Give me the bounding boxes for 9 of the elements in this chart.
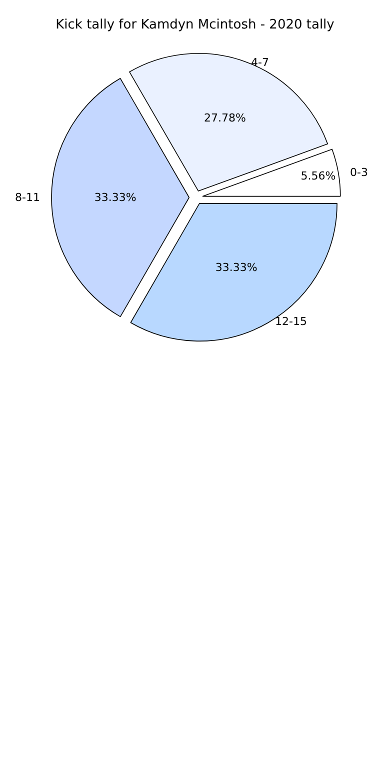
data-label: 27.78%	[204, 111, 246, 124]
slice-label: 12-15	[275, 315, 307, 328]
chart-title: Kick tally for Kamdyn Mcintosh - 2020 tally	[56, 18, 335, 33]
data-label: 5.56%	[300, 169, 336, 182]
slice-label: 0-3	[350, 166, 368, 179]
data-label: 33.33%	[215, 260, 258, 274]
data-label: 33.33%	[94, 191, 136, 204]
slice-label: 8-11	[15, 191, 40, 204]
slice-label: 4-7	[251, 56, 269, 69]
